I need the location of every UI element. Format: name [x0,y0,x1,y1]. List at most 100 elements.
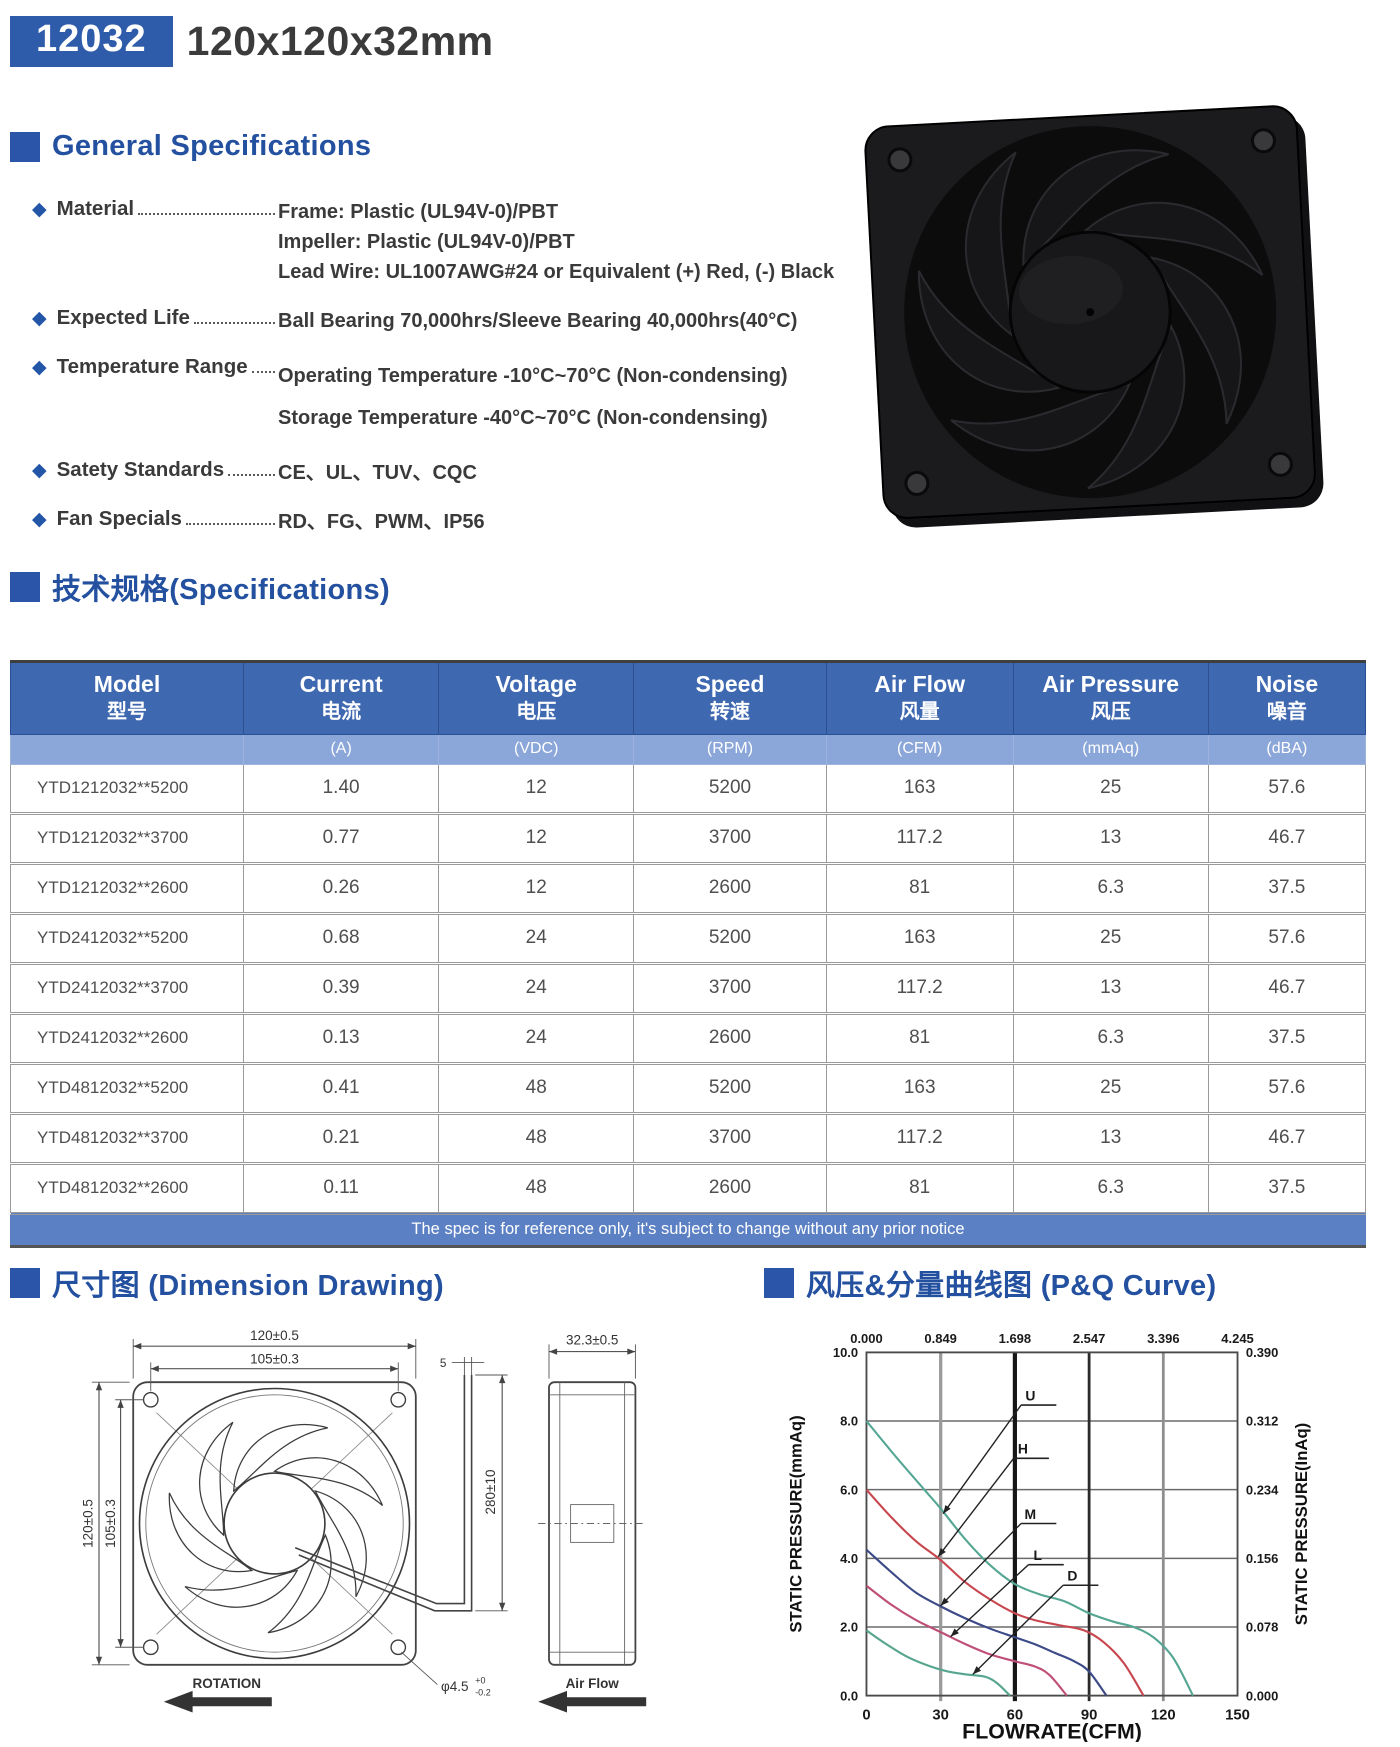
footnote-row: The spec is for reference only, it's sub… [10,1212,1366,1247]
value-cell: 12 [438,812,635,865]
diamond-bullet-icon: ◆ [32,308,47,329]
model-code-badge: 12032 [10,16,173,67]
model-cell: YTD1212032**3700 [9,812,245,865]
value-cell: 117.2 [825,962,1014,1015]
dimension-arrowhead [117,1399,124,1408]
dimension-arrowhead [95,1656,103,1665]
dimension-arrowhead [499,1375,506,1384]
general-spec-item: ◆ Temperature Range Operating Temperature … [10,355,855,439]
section-title: 技术规格(Specifications) [52,574,390,606]
spec-label: Temperature Range [56,355,248,378]
value-cell: 46.7 [1207,1112,1367,1165]
table-row: YTD2412032**5200 0.68 24 5200 163 25 57.6 [9,912,1367,965]
value-cell: 0.41 [243,1062,440,1115]
table-header-cell: Model 型号 [9,661,245,735]
curve-label-D: D [1067,1568,1077,1584]
header-en: Voltage [495,671,577,697]
mount-hole [1250,128,1276,154]
general-specs-list: ◆ Material Frame: Plastic (UL94V-0)/PBT Imp… [10,197,855,537]
model-cell: YTD2412032**5200 [9,912,245,965]
spec-label: Expected Life [56,306,190,329]
spec-values: CE、UL、TUV、CQC [278,458,477,488]
dimension-drawing-svg: 120±0.5 105±0.3 120±0.5 105±0.3 [81,1328,647,1713]
section-title: 尺寸图 (Dimension Drawing) [52,1270,444,1302]
front-view-frame [132,1381,417,1666]
mount-hole [904,470,930,496]
section-title: General Specifications [52,130,372,162]
dim-hole-tol-plus: +0 [475,1676,485,1686]
fan-hub-center [1086,308,1095,317]
blue-square-icon [764,1268,794,1298]
dimension-arrowhead [95,1382,103,1391]
spec-label: Material [56,197,135,220]
y-axis-right-title: STATIC PRESSURE(InAq) [1292,1423,1311,1625]
header-zh: 转速 [709,700,750,723]
drawing-blades [168,1421,384,1634]
table-row: YTD2412032**2600 0.13 24 2600 81 6.3 37.5 [9,1012,1367,1065]
header-en: Speed [695,671,765,697]
general-spec-item: ◆ Expected Life Ball Bearing 70,000hrs/Sle… [10,306,855,336]
model-cell: YTD1212032**5200 [9,763,245,815]
spec-label-group: ◆ Material [10,197,278,223]
value-cell: 46.7 [1207,962,1367,1015]
pq-heading: 风压&分量曲线图 (P&Q Curve) [764,1262,1390,1304]
impeller-ring-inner [145,1394,404,1653]
header-zh: 噪音 [1266,700,1307,723]
value-cell: 25 [1012,763,1209,815]
value-cell: 57.6 [1207,1062,1367,1115]
curve-label-H: H [1018,1441,1028,1457]
value-cell: 0.77 [243,812,440,865]
model-cell: YTD2412032**2600 [9,1012,245,1065]
unit-cell: (RPM) [633,733,827,765]
blue-square-icon [10,131,40,162]
value-cell: 2600 [633,1012,827,1065]
fan-hub-highlight [1019,256,1123,325]
value-cell: 0.68 [243,912,440,965]
header-en: Model [93,671,161,697]
curve-label-arrow [972,1584,1064,1675]
spec-label: Satety Standards [56,458,225,481]
fan-blades [917,149,1264,490]
value-cell: 0.39 [243,962,440,1015]
dimension-arrowhead [390,1365,399,1372]
table-header-cell: Air Pressure 风压 [1012,661,1209,735]
value-cell: 12 [438,862,635,915]
value-cell: 81 [825,1162,1014,1215]
units-row: (A) (VDC) (RPM) (CFM) (mmAq) (dBA) [9,733,1367,765]
fan-photo-illustration [864,105,1324,528]
right-tick-label: 0.078 [1246,1620,1278,1635]
general-specs-heading: General Specifications [10,130,855,163]
value-cell: 2600 [633,862,827,915]
value-cell: 24 [438,1012,635,1065]
spec-value-line: RD、FG、PWM、IP56 [278,511,485,533]
dimension-arrowhead [938,1548,946,1557]
dimension-arrowhead [950,1628,959,1637]
dimension-drawing: 120±0.5 105±0.3 120±0.5 105±0.3 [10,1312,736,1722]
value-cell: 81 [825,1012,1014,1065]
value-cell: 48 [438,1162,635,1215]
top-tick-label: 1.698 [999,1331,1031,1346]
curve-label-arrow [950,1564,1029,1638]
value-cell: 0.21 [243,1112,440,1165]
value-cell: 13 [1012,1112,1209,1165]
dimension-arrowhead [133,1343,142,1350]
table-header-cell: Voltage 电压 [438,661,635,735]
value-cell: 48 [438,1062,635,1115]
spec-label-group: ◆ Fan Specials [10,507,278,533]
dot-leader [193,308,275,324]
value-cell: 37.5 [1207,1162,1367,1215]
value-cell: 57.6 [1207,912,1367,965]
dimension-arrowhead [943,1505,951,1514]
right-tick-label: 0.312 [1246,1414,1278,1429]
curve-label-M: M [1025,1506,1037,1522]
dimension-arrowhead [407,1343,416,1350]
value-cell: 48 [438,1112,635,1165]
value-cell: 57.6 [1207,763,1367,815]
value-cell: 3700 [633,1112,827,1165]
unit-cell: (mmAq) [1012,733,1209,765]
blue-square-icon [10,1268,40,1298]
mount-hole-drawing [142,1391,159,1408]
left-tick-label: 2.0 [840,1620,858,1635]
mount-hole-drawing [142,1639,159,1656]
